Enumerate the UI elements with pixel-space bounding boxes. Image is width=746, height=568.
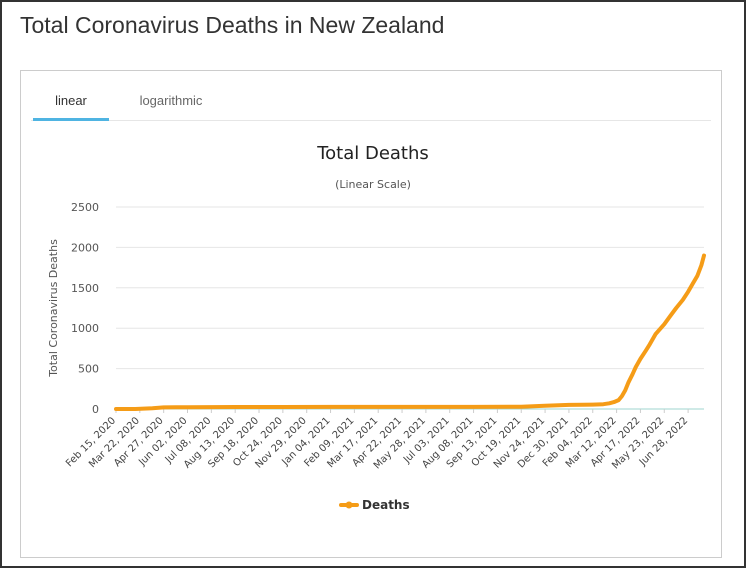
- chart-subtitle: (Linear Scale): [335, 178, 411, 191]
- tab-logarithmic[interactable]: logarithmic: [139, 93, 203, 108]
- y-tick-label: 1500: [71, 282, 99, 295]
- y-tick-labels: 0 500 1000 1500 2000 2500: [71, 201, 99, 416]
- y-tick-label: 2500: [71, 201, 99, 214]
- legend[interactable]: Deaths: [339, 498, 410, 512]
- chart-title: Total Deaths: [316, 143, 429, 164]
- series-line-deaths: [114, 253, 706, 411]
- y-tick-label: 500: [78, 363, 99, 376]
- tab-linear[interactable]: linear: [33, 83, 109, 121]
- series-layer: [114, 253, 706, 411]
- legend-label-deaths: Deaths: [362, 498, 410, 512]
- scale-tabs: linear logarithmic: [31, 83, 711, 121]
- legend-marker-deaths: [345, 501, 353, 509]
- page-title: Total Coronavirus Deaths in New Zealand: [20, 12, 445, 38]
- y-axis-label: Total Coronavirus Deaths: [47, 239, 60, 378]
- grid-lines: [116, 206, 704, 410]
- y-tick-label: 1000: [71, 322, 99, 335]
- chart-panel: linear logarithmic Total Deaths (Linear …: [20, 70, 722, 558]
- deaths-chart: Total Deaths (Linear Scale) Total Corona…: [47, 143, 706, 512]
- y-tick-label: 0: [92, 403, 99, 416]
- y-tick-label: 2000: [71, 241, 99, 254]
